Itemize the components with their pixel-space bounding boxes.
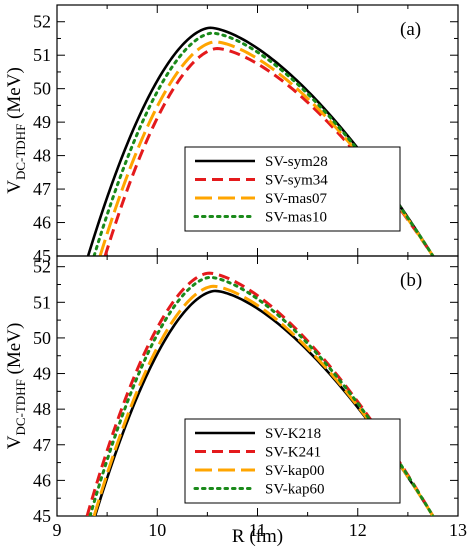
- legend-label: SV-K218: [265, 426, 321, 442]
- x-tick-label: 10: [148, 520, 166, 540]
- x-tick-label: 11: [249, 520, 266, 540]
- y-axis-title-subscript: DC-TDHF: [13, 379, 28, 435]
- y-axis-title: VDC-TDHF (MeV): [4, 67, 28, 194]
- series-line-sv-kap00: [92, 284, 435, 516]
- x-tick-label: 13: [449, 520, 467, 540]
- y-tick-label: 46: [33, 213, 51, 233]
- y-tick-label: 48: [33, 146, 51, 166]
- y-tick-label: 49: [33, 112, 51, 132]
- y-tick-label: 52: [33, 257, 51, 277]
- series-line-sv-kap60: [88, 275, 435, 516]
- y-tick-label: 47: [33, 179, 51, 199]
- x-tick-label: 12: [349, 520, 367, 540]
- y-tick-label: 45: [33, 246, 51, 266]
- legend-label: SV-mas10: [265, 210, 327, 226]
- y-tick-label: 49: [33, 364, 51, 384]
- legend-label: SV-mas07: [265, 191, 327, 207]
- panel-a: 45 46 47 48 49 50 51 52 (a) SV-sym28 SV-sym34 SV-ma…: [4, 4, 459, 266]
- y-axis-title-subscript: DC-TDHF: [13, 124, 28, 180]
- y-axis-title-unit: (MeV): [4, 323, 25, 379]
- y-tick-label: 51: [33, 292, 51, 312]
- y-tick-label: 50: [33, 328, 51, 348]
- y-axis-title-unit: (MeV): [4, 67, 25, 123]
- y-axis-title-main: V: [4, 435, 25, 449]
- legend-label: SV-kap60: [265, 482, 324, 498]
- panel-label: (b): [400, 270, 422, 291]
- legend-label: SV-sym28: [265, 154, 328, 170]
- y-axis-title-main: V: [4, 180, 25, 194]
- y-tick-label: 50: [33, 79, 51, 99]
- legend-label: SV-K241: [265, 445, 321, 461]
- y-tick-label: 51: [33, 45, 51, 65]
- legend-label: SV-sym34: [265, 173, 328, 189]
- y-axis-title: VDC-TDHF (MeV): [4, 323, 28, 450]
- y-tick-label: 48: [33, 399, 51, 419]
- panel-b: 45 46 47 48 49 50 51 52 9 10 11 12 13 (b) SV-K218 SV-K2…: [4, 255, 467, 547]
- legend-label: SV-kap00: [265, 463, 324, 479]
- y-tick-label: 45: [33, 506, 51, 526]
- x-axis-title: R (fm): [232, 526, 283, 547]
- x-tick-label: 9: [53, 520, 62, 540]
- y-tick-label: 46: [33, 470, 51, 490]
- y-tick-label: 52: [33, 12, 51, 32]
- y-tick-label: 47: [33, 435, 51, 455]
- panel-label: (a): [400, 19, 421, 40]
